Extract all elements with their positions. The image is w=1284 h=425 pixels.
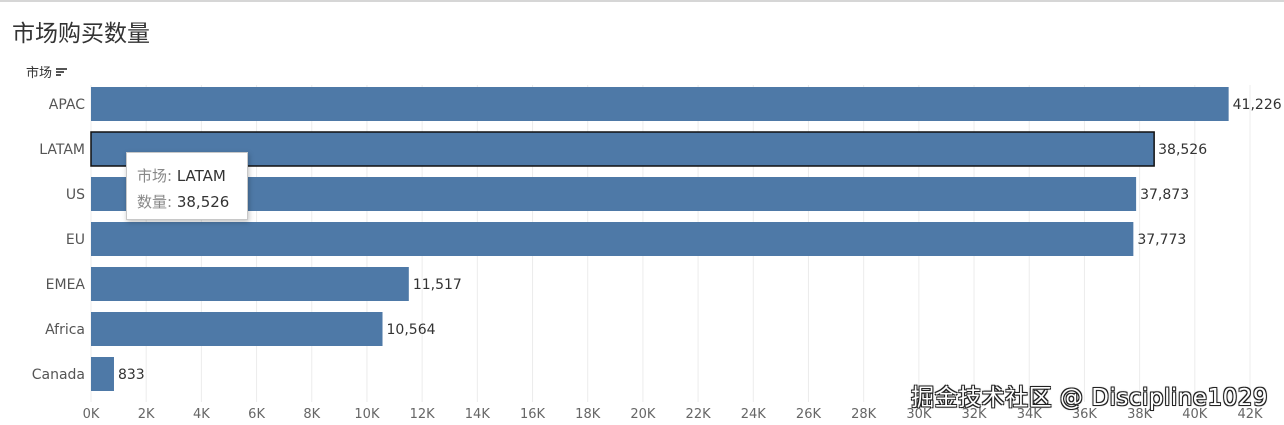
x-tick-label: 38K (1127, 407, 1153, 422)
x-tick-label: 30K (906, 407, 932, 422)
tooltip: 市场: LATAM 数量: 38,526 (126, 152, 248, 220)
value-label: 41,226 (1233, 97, 1282, 113)
value-label: 37,773 (1137, 232, 1186, 248)
top-border (0, 0, 1284, 2)
x-tick-label: 0K (83, 407, 100, 422)
bar[interactable] (91, 177, 1137, 211)
x-tick-label: 14K (465, 407, 491, 422)
category-label: EU (66, 232, 85, 248)
value-label: 37,873 (1140, 187, 1189, 203)
chart-title: 市场购买数量 (12, 21, 150, 47)
x-tick-label: 24K (741, 407, 767, 422)
tooltip-market-label: 市场: (137, 167, 173, 185)
category-label: APAC (49, 97, 85, 113)
tooltip-market-value: LATAM (176, 167, 226, 185)
x-tick-label: 4K (193, 407, 210, 422)
x-tick-label: 28K (851, 407, 877, 422)
x-tick-label: 40K (1182, 407, 1208, 422)
x-tick-label: 10K (354, 407, 380, 422)
x-tick-label: 22K (686, 407, 712, 422)
category-label: US (66, 187, 85, 203)
tooltip-qty-label: 数量: (137, 193, 173, 211)
x-tick-label: 12K (410, 407, 436, 422)
category-label: LATAM (39, 142, 85, 158)
watermark: 掘金技术社区 @ Discipline1029 (911, 385, 1268, 411)
x-tick-label: 18K (575, 407, 601, 422)
market-field-header[interactable]: 市场 (26, 62, 68, 81)
category-label: Africa (45, 322, 85, 338)
bar[interactable] (91, 312, 383, 346)
x-tick-label: 36K (1072, 407, 1098, 422)
value-label: 10,564 (387, 322, 436, 338)
tooltip-qty-value: 38,526 (176, 193, 230, 211)
category-label: Canada (32, 367, 85, 383)
bar[interactable] (90, 131, 1155, 167)
x-tick-label: 32K (962, 407, 988, 422)
x-tick-label: 20K (630, 407, 656, 422)
x-tick-label: 2K (138, 407, 155, 422)
x-tick-label: 16K (520, 407, 546, 422)
x-tick-label: 42K (1237, 407, 1263, 422)
value-label: 833 (118, 367, 145, 383)
sort-icon[interactable] (56, 67, 68, 77)
field-header-label: 市场 (26, 66, 53, 81)
bar[interactable] (91, 267, 409, 301)
value-label: 11,517 (413, 277, 462, 293)
bar[interactable] (91, 357, 114, 391)
x-tick-label: 8K (303, 407, 320, 422)
bar[interactable] (91, 222, 1134, 256)
value-label: 38,526 (1158, 142, 1207, 158)
x-tick-label: 26K (796, 407, 822, 422)
category-label: EMEA (46, 277, 86, 293)
bar[interactable] (91, 87, 1229, 121)
x-tick-label: 34K (1017, 407, 1043, 422)
x-tick-label: 6K (248, 407, 265, 422)
